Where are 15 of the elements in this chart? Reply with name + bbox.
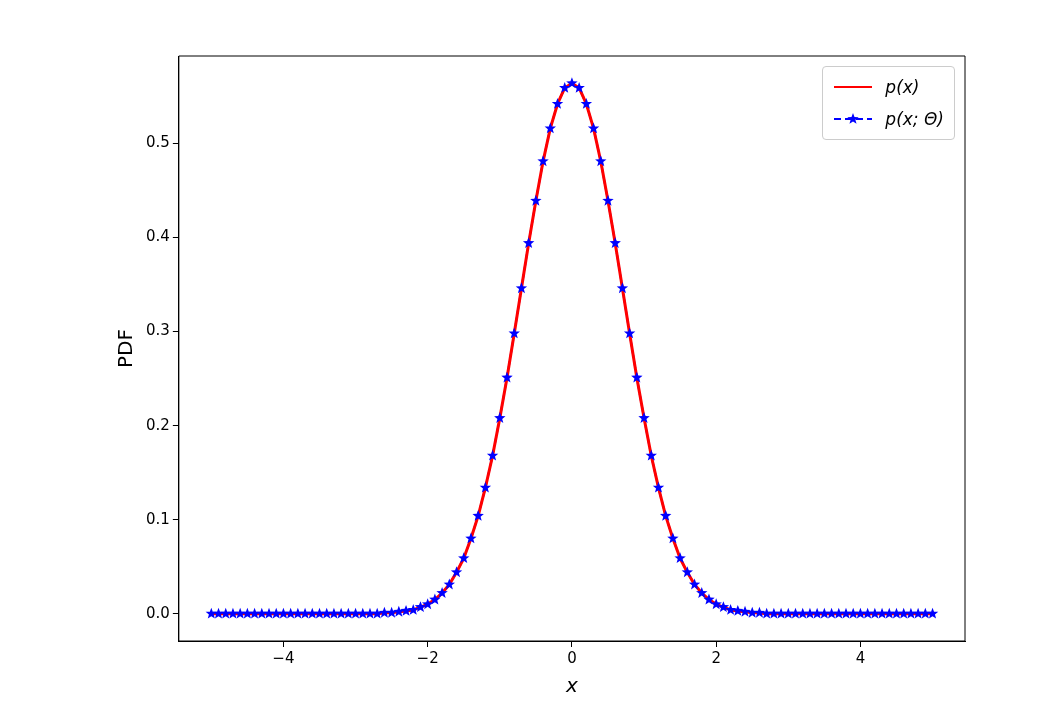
x-tick-label: 4 [855,648,866,667]
y-tick-label: 0.3 [146,321,170,340]
legend-label: p(x; Θ) [885,109,944,129]
y-tick-label: 0.1 [146,509,170,528]
x-tick-label: −4 [272,648,295,667]
y-tick-label: 0.5 [146,133,170,152]
y-tick-label: 0.2 [146,415,170,434]
x-tick-label: 2 [711,648,721,667]
x-axis-title: x [565,673,579,698]
legend-label: p(x) [885,77,920,97]
x-tick-label: −2 [416,648,439,667]
y-tick-label: 0.0 [146,603,170,622]
y-axis-title: PDF [113,329,138,368]
x-tick-label: 0 [567,648,577,667]
y-tick-label: 0.4 [146,227,170,246]
